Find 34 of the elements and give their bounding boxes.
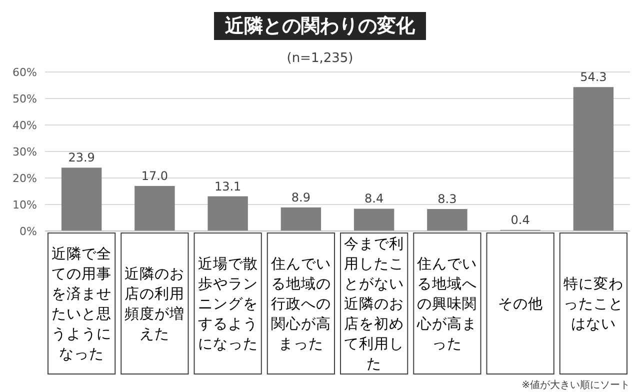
- data-label: 8.3: [438, 192, 457, 206]
- x-tick-label: 近隣で全ての用事を済ませたいと思うようになった: [52, 246, 112, 363]
- bar: [427, 209, 468, 231]
- y-tick-label: 40%: [12, 119, 37, 132]
- x-tick-label: 住んでいる地域の行政への関心が高まった: [270, 256, 331, 353]
- bar: [354, 208, 394, 231]
- x-tick-label: 特に変わったことはない: [563, 276, 624, 333]
- bar: [280, 207, 322, 231]
- bar: [134, 186, 175, 231]
- x-tick-label: 住んでいる地域への興味関心が高まった: [416, 256, 478, 353]
- data-label: 17.0: [141, 168, 168, 183]
- y-tick-label: 20%: [12, 172, 37, 185]
- text: ※値が大きい順にソート: [522, 379, 630, 391]
- y-tick-label: 0%: [20, 225, 37, 238]
- chart-subtitle: (n=1,235): [286, 51, 354, 66]
- x-tick-label: その他: [498, 296, 543, 313]
- title: 近隣との関わりの変化: [214, 12, 426, 40]
- data-label: 0.4: [510, 212, 530, 227]
- bar: [61, 168, 102, 231]
- bar: [573, 87, 614, 231]
- y-tick-label: 30%: [12, 146, 37, 158]
- y-tick-label: 10%: [12, 198, 37, 212]
- x-tick-label: 近場で散歩やランニングをするようになった: [198, 256, 258, 353]
- y-tick-label: 60%: [12, 66, 37, 79]
- bar: [208, 196, 248, 231]
- data-label: 8.4: [364, 192, 384, 206]
- chart-title: 近隣との関わりの変化: [224, 15, 416, 37]
- data-label: 13.1: [214, 179, 242, 194]
- data-label: 8.9: [291, 190, 310, 204]
- data-label: 54.3: [580, 70, 607, 84]
- y-tick-label: 50%: [12, 92, 37, 106]
- data-label: 23.9: [68, 150, 95, 165]
- x-tick-label: 近隣のお店の利用頻度が増えた: [124, 266, 185, 343]
- x-tick-label: 今まで利用したことがない近隣のお店を初めて利用した: [344, 236, 404, 373]
